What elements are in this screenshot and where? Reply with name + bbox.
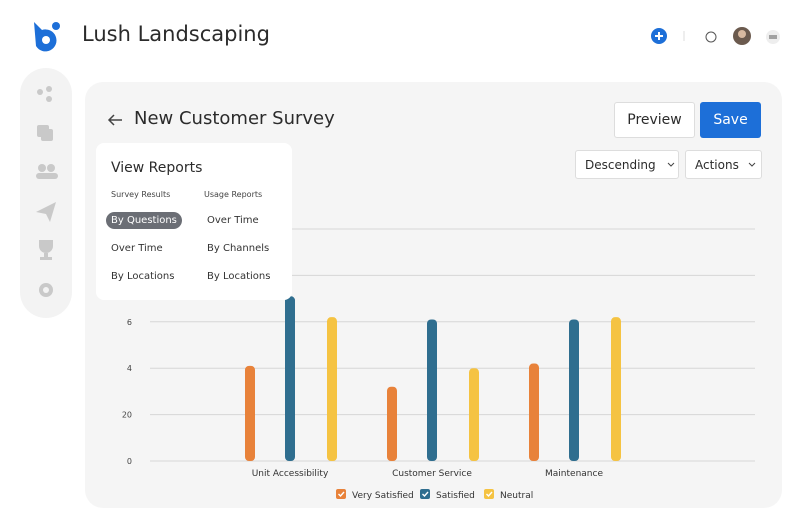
legend-label: Satisfied <box>436 491 475 501</box>
header-icons <box>651 27 780 45</box>
column-heading: Survey Results <box>111 190 171 199</box>
bar <box>469 368 479 461</box>
report-link[interactable]: By Locations <box>207 271 271 282</box>
popover-title: View Reports <box>111 160 203 176</box>
legend-swatch <box>336 489 346 499</box>
report-link[interactable]: By Questions <box>106 212 182 229</box>
sidebar <box>20 68 72 318</box>
report-link[interactable]: Over Time <box>111 243 163 254</box>
bar <box>327 317 337 461</box>
legend-check <box>338 491 345 498</box>
save-button[interactable]: Save <box>700 102 761 138</box>
actions-dropdown[interactable]: Actions <box>685 150 762 179</box>
report-link[interactable]: By Channels <box>207 243 270 254</box>
reports-popover: View Reports Survey Results By Questions O… <box>96 143 292 300</box>
report-link[interactable]: Over Time <box>207 215 259 226</box>
legend-swatch <box>484 489 494 499</box>
legend-label: Neutral <box>500 491 533 501</box>
help-button[interactable] <box>705 31 717 43</box>
chevron <box>748 162 756 167</box>
sort-dropdown[interactable]: Descending <box>575 150 679 179</box>
bar <box>387 386 397 461</box>
bar <box>245 365 255 461</box>
dropdown-label: Actions <box>695 157 739 172</box>
bar <box>611 317 621 461</box>
column-heading: Usage Reports <box>204 190 263 199</box>
x-tick-label: Customer Service <box>392 469 472 479</box>
page-title: New Customer Survey <box>134 108 335 129</box>
bar <box>569 319 579 461</box>
dropdown-label: Descending <box>585 157 656 172</box>
report-link[interactable]: By Locations <box>111 271 175 282</box>
legend-check <box>422 491 429 498</box>
y-tick-label: 6 <box>127 318 132 327</box>
menu-button[interactable] <box>766 30 780 44</box>
preview-button[interactable]: Preview <box>614 102 695 138</box>
sidebar-icons <box>36 86 58 297</box>
logo <box>34 22 60 52</box>
chevron <box>667 162 674 167</box>
y-tick-label: 4 <box>127 364 132 373</box>
y-tick-label: 0 <box>127 457 132 466</box>
x-tick-label: Unit Accessibility <box>252 469 329 479</box>
app-title: Lush Landscaping <box>82 22 270 46</box>
bar <box>285 296 295 461</box>
back-button[interactable] <box>106 112 124 128</box>
x-tick-label: Maintenance <box>545 469 603 479</box>
legend-label: Very Satisfied <box>352 491 414 501</box>
y-tick-label: 20 <box>122 411 132 420</box>
legend-check <box>486 491 493 498</box>
legend-swatch <box>420 489 430 499</box>
bar <box>427 319 437 461</box>
bar <box>529 363 539 461</box>
